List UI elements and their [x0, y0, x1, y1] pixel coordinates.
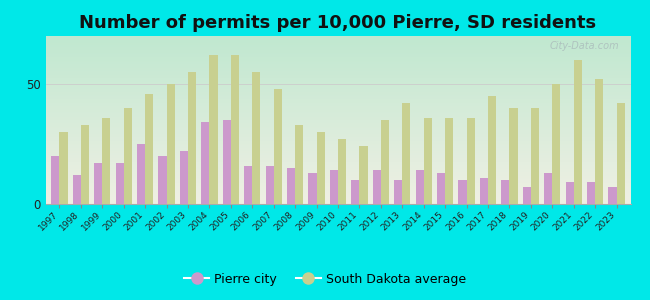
Bar [188, 72, 196, 204]
Bar [81, 125, 89, 204]
Bar [51, 156, 59, 204]
Bar [488, 96, 496, 204]
Bar [467, 118, 474, 204]
Bar [617, 103, 625, 204]
Bar [359, 146, 367, 204]
Bar [159, 156, 166, 204]
Bar [445, 118, 453, 204]
Bar [531, 108, 539, 204]
Bar [244, 166, 252, 204]
Legend: Pierre city, South Dakota average: Pierre city, South Dakota average [179, 268, 471, 291]
Bar [223, 120, 231, 204]
Bar [231, 55, 239, 204]
Bar [338, 139, 346, 204]
Bar [351, 180, 359, 204]
Bar [458, 180, 467, 204]
Bar [317, 132, 325, 204]
Bar [309, 173, 317, 204]
Bar [595, 79, 603, 204]
Bar [437, 173, 445, 204]
Bar [587, 182, 595, 204]
Bar [252, 72, 261, 204]
Bar [510, 108, 517, 204]
Bar [330, 170, 338, 204]
Bar [415, 170, 424, 204]
Bar [501, 180, 510, 204]
Bar [523, 187, 531, 204]
Bar [566, 182, 574, 204]
Bar [402, 103, 410, 204]
Bar [552, 84, 560, 204]
Bar [180, 151, 188, 204]
Bar [274, 89, 282, 204]
Bar [372, 170, 381, 204]
Bar [137, 144, 145, 204]
Bar [608, 187, 617, 204]
Bar [381, 120, 389, 204]
Bar [424, 118, 432, 204]
Bar [102, 118, 110, 204]
Bar [116, 163, 124, 204]
Bar [145, 94, 153, 204]
Bar [59, 132, 68, 204]
Bar [295, 125, 304, 204]
Bar [124, 108, 132, 204]
Bar [94, 163, 102, 204]
Bar [209, 55, 218, 204]
Bar [287, 168, 295, 204]
Bar [266, 166, 274, 204]
Bar [73, 175, 81, 204]
Bar [166, 84, 175, 204]
Bar [480, 178, 488, 204]
Bar [544, 173, 552, 204]
Bar [574, 60, 582, 204]
Title: Number of permits per 10,000 Pierre, SD residents: Number of permits per 10,000 Pierre, SD … [79, 14, 597, 32]
Bar [394, 180, 402, 204]
Bar [202, 122, 209, 204]
Text: City-Data.com: City-Data.com [549, 41, 619, 51]
